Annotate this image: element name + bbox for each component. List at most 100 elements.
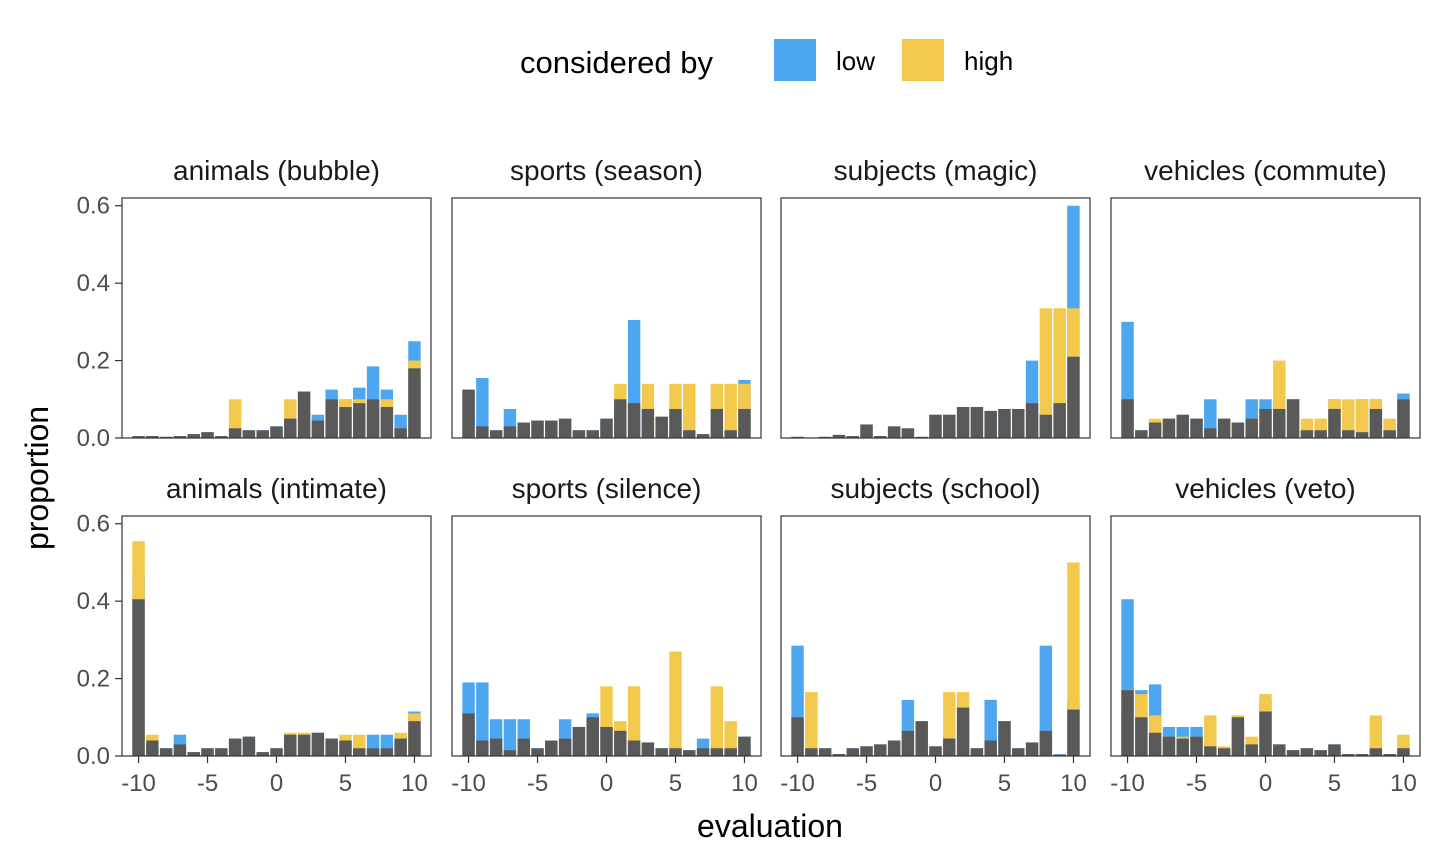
- bar-overlap: [1148, 732, 1162, 756]
- bar-overlap: [201, 432, 214, 438]
- bar-overlap: [1025, 403, 1039, 438]
- y-tick-label: 0.6: [77, 193, 110, 220]
- bar-overlap: [311, 732, 325, 756]
- x-tick-label: -10: [780, 770, 815, 797]
- bar-high: [1369, 715, 1383, 756]
- bar-overlap: [256, 752, 269, 756]
- bar-overlap: [146, 740, 159, 756]
- y-tick-label: 0.4: [77, 588, 110, 615]
- bar-overlap: [1397, 748, 1410, 756]
- bar-overlap: [1217, 748, 1231, 756]
- bar-overlap: [517, 738, 530, 756]
- x-tick-label: 10: [1390, 770, 1417, 797]
- bar-low: [1039, 645, 1053, 756]
- bar-high: [1355, 399, 1369, 438]
- bar-overlap: [1012, 408, 1025, 438]
- bar-overlap: [874, 436, 887, 438]
- bar-overlap: [696, 748, 710, 756]
- bar-high: [627, 686, 641, 756]
- bar-overlap: [408, 368, 421, 438]
- bar-overlap: [1135, 717, 1148, 756]
- bar-high: [669, 651, 682, 756]
- bar-overlap: [846, 436, 859, 438]
- bar-overlap: [503, 426, 517, 438]
- bar-overlap: [380, 748, 394, 756]
- bar-overlap: [943, 414, 956, 438]
- bar-low: [476, 378, 489, 438]
- bar-overlap: [738, 736, 751, 756]
- bar-overlap: [1039, 730, 1053, 756]
- bar-overlap: [132, 599, 145, 756]
- bar-overlap: [531, 420, 544, 438]
- bar-overlap: [1342, 430, 1355, 438]
- bar-overlap: [970, 748, 984, 756]
- y-tick-label: 0.0: [77, 743, 110, 770]
- bar-high: [683, 383, 696, 438]
- bar-high: [1039, 308, 1053, 438]
- bar-overlap: [132, 436, 145, 438]
- bar-overlap: [173, 744, 187, 756]
- bar-overlap: [366, 748, 380, 756]
- bar-overlap: [943, 738, 956, 756]
- bar-overlap: [641, 742, 655, 756]
- bar-overlap: [339, 740, 352, 756]
- bar-overlap: [1286, 750, 1300, 756]
- legend-swatch-high: [902, 39, 944, 81]
- panel-frame: [780, 197, 1091, 439]
- bar-overlap: [256, 430, 269, 438]
- bar-overlap: [641, 408, 655, 438]
- bar-overlap: [655, 416, 668, 438]
- bar-overlap: [353, 403, 366, 438]
- bar-overlap: [1259, 711, 1272, 756]
- bar-high: [1067, 562, 1080, 756]
- panel: vehicles (commute): [1110, 155, 1421, 439]
- panel: animals (intimate): [121, 473, 432, 757]
- bar-overlap: [1397, 399, 1410, 438]
- bar-overlap: [1162, 736, 1176, 756]
- bar-overlap: [832, 754, 846, 756]
- panel: sports (silence): [451, 473, 762, 757]
- legend-title: considered by: [520, 45, 714, 80]
- bar-overlap: [860, 424, 873, 438]
- bar-overlap: [228, 738, 242, 756]
- bar-overlap: [683, 750, 696, 756]
- bar-overlap: [353, 748, 366, 756]
- bar-overlap: [614, 399, 627, 438]
- bar-overlap: [462, 389, 475, 438]
- bar-overlap: [1300, 430, 1314, 438]
- bar-overlap: [325, 738, 338, 756]
- bar-overlap: [242, 736, 256, 756]
- bar-overlap: [1067, 356, 1080, 438]
- bar-overlap: [242, 430, 256, 438]
- x-tick-label: -10: [451, 770, 486, 797]
- bar-overlap: [846, 748, 859, 756]
- bar-overlap: [1012, 748, 1025, 756]
- bar-overlap: [1383, 430, 1396, 438]
- bar-overlap: [818, 748, 832, 756]
- bar-overlap: [791, 717, 804, 756]
- panel-title: sports (silence): [512, 473, 702, 504]
- bar-overlap: [489, 430, 503, 438]
- bar-overlap: [1148, 422, 1162, 438]
- bar-overlap: [408, 721, 421, 756]
- bar-overlap: [1314, 430, 1327, 438]
- panel-title: subjects (magic): [834, 155, 1038, 186]
- bar-overlap: [1176, 738, 1189, 756]
- bar-overlap: [832, 434, 846, 438]
- bar-overlap: [627, 403, 641, 438]
- bar-overlap: [394, 738, 407, 756]
- bar-overlap: [874, 744, 887, 756]
- bar-overlap: [1217, 418, 1231, 438]
- bar-overlap: [1286, 399, 1300, 438]
- bar-overlap: [228, 428, 242, 438]
- bar-overlap: [1245, 418, 1258, 438]
- panel-frame: [121, 197, 432, 439]
- x-tick-label: -5: [197, 770, 218, 797]
- bar-overlap: [929, 414, 942, 438]
- bar-overlap: [284, 418, 297, 438]
- bar-overlap: [600, 418, 613, 438]
- panel: vehicles (veto): [1110, 473, 1421, 757]
- bar-overlap: [901, 428, 915, 438]
- legend-label-high: high: [964, 46, 1013, 76]
- bar-overlap: [187, 434, 200, 438]
